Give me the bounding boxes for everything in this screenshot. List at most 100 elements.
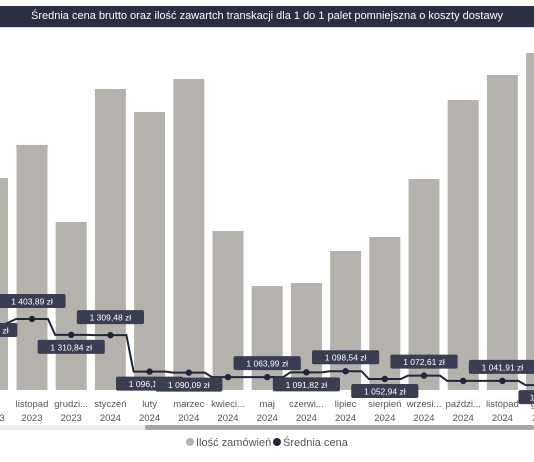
price-label-badge: 1 01... [518,390,534,405]
x-tick-year: 2024 [413,413,434,424]
price-point [420,372,428,379]
price-label: 1 052,94 zł [364,387,406,397]
x-tick-month: marzec [173,399,204,410]
price-label-box [468,359,534,374]
price-label: 1 041,91 zł [482,362,524,372]
price-label-badge: 1 041,91 zł [468,359,534,374]
price-label-box [351,384,419,398]
chart-legend: Ilość zamówień Średnia cena [0,436,534,450]
x-tick-year: 2024 [139,413,160,424]
price-label: 1 096,17 zł [129,379,171,389]
legend-item-orders[interactable]: Ilość zamówień [186,436,271,450]
price-label-badge: 1 310,84 zł [37,339,105,354]
x-tick-year: 2023 [61,413,82,424]
chart-title: Średnia cena brutto oraz ilość zawartch … [0,6,534,27]
price-label-badge: 1 309,48 zł [76,310,144,325]
bar [134,112,166,390]
price-label: 1 310,84 zł [50,342,92,352]
price-point [107,331,114,339]
legend-dot-icon [273,438,281,447]
x-tick-month: luty [142,399,157,410]
price-label-box [390,354,458,369]
bar [486,75,518,390]
horizontal-scrollbar[interactable] [0,425,534,430]
x-tick-year: 2024 [453,413,474,424]
x-tick-year: 2024 [296,413,317,424]
legend-dot-icon [186,438,194,447]
price-point [342,368,349,375]
price-point [381,375,388,383]
price-point [146,368,153,375]
bar-partial [0,178,8,390]
x-tick-year: 2024 [374,413,395,424]
x-tick-month: styczeń [94,399,126,410]
bar [251,286,283,390]
combo-chart: 3 zł 1 403,89 zł 1 310,84 zł 1 309,48 zł 1 0… [0,53,534,424]
price-label: 1 098,54 zł [325,353,367,363]
price-label-badge: 1 403,89 zł [0,294,66,308]
x-tick-year: 2024 [217,413,238,424]
x-tick-year: 2024 [257,413,278,424]
price-label-box [312,350,380,365]
price-label-badge: 1 072,61 zł [390,354,458,369]
bar [447,100,479,390]
price-label-partial: 3 zł [0,323,18,337]
price-label-badge: 1 090,09 zł [155,377,223,392]
price-label: 1 309,48 zł [90,313,132,323]
price-point [185,369,192,376]
x-tick-month: sierpień [368,399,401,410]
price-label: 1 090,09 zł [168,380,210,390]
x-tick-month: gru... [531,399,534,410]
x-tick-month: listopad [486,399,519,410]
x-tick-year-partial: 3 [0,413,5,424]
price-label-box [272,377,340,392]
price-label-box [518,390,534,405]
price-label-badge: 1 063,99 zł [233,356,301,371]
price-label-badge: 1 052,94 zł [351,384,419,398]
price-label-box [155,377,223,392]
legend-label: Ilość zamówień [196,437,272,449]
x-tick-year: 20... [532,413,534,424]
x-tick-month: paździ... [446,399,481,410]
price-label: 1 403,89 zł [11,297,53,307]
price-label: 1 091,82 zł [286,380,328,390]
price-label-badge: 1 091,82 zł [272,377,340,392]
price-label-box [76,310,144,325]
price-label: 1 063,99 zł [246,359,288,369]
price-label: 1 01... [530,393,534,403]
price-label: 3 zł [0,326,9,336]
x-tick-month: grudzi... [54,399,88,410]
price-point [28,315,36,323]
x-tick-month: maj [260,399,275,410]
chart-frame: 3 zł 1 403,89 zł 1 310,84 zł 1 309,48 zł 1 0… [0,27,534,429]
price-label-box [0,294,66,308]
x-tick-year: 2023 [21,413,42,424]
x-tick-month: listopad [16,399,49,410]
price-label-box [0,323,18,337]
price-label-box [233,356,301,371]
x-tick-month: wrzesi... [406,399,442,410]
scrollbar-thumb[interactable] [145,425,534,430]
x-tick-year: 2024 [100,413,121,424]
x-tick-month: kwieci... [211,399,245,410]
x-tick-year: 2024 [335,413,356,424]
legend-item-avg-price[interactable]: Średnia cena [273,436,348,450]
price-point [264,373,271,381]
price-point [460,377,467,385]
x-tick-year: 2024 [492,413,513,424]
bar [173,79,205,390]
bar [94,89,126,390]
x-tick-month: czerwi... [289,399,324,410]
price-label-box [37,339,105,354]
legend-label: Średnia cena [283,437,348,449]
price-label: 1 072,61 zł [403,357,445,367]
price-point [68,331,75,339]
price-point [224,373,232,381]
bar [330,251,362,390]
x-tick-month: lipiec [335,399,357,410]
price-point [303,369,310,376]
bar [526,53,534,390]
price-label-badge: 1 098,54 zł [312,350,380,365]
x-tick-year: 2024 [178,413,199,424]
price-point [499,377,506,385]
